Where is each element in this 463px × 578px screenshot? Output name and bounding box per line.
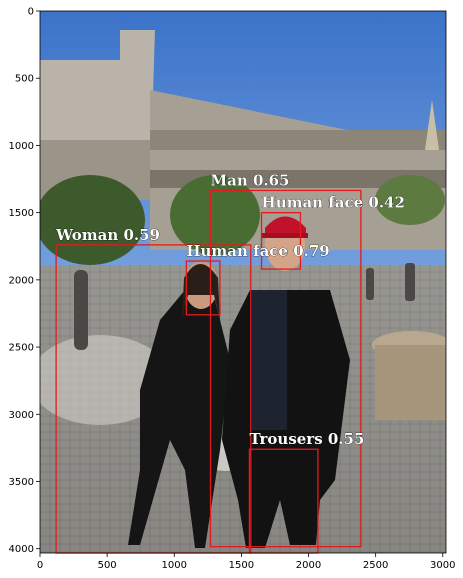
x-tick-label: 3000 xyxy=(430,560,455,571)
detection-label: Trousers 0.55 xyxy=(249,430,364,448)
detection-overlay: Man 0.65 Human face 0.42 Woman 0.59 Human f… xyxy=(55,171,405,554)
detection-box xyxy=(209,189,362,548)
y-axis: 0 500 1000 1500 2000 2500 3000 3500 4000 xyxy=(9,7,40,555)
detection-label: Human face 0.79 xyxy=(186,242,329,260)
detection-box xyxy=(260,211,302,270)
photo xyxy=(40,11,446,553)
x-tick-label: 2500 xyxy=(363,560,388,571)
x-tick-label: 0 xyxy=(37,560,43,571)
y-tick-label: 1000 xyxy=(9,141,34,152)
x-tick-label: 1000 xyxy=(162,560,187,571)
y-tick-label: 0 xyxy=(28,7,34,18)
y-tick-label: 2500 xyxy=(9,343,34,354)
detection-label: Woman 0.59 xyxy=(55,226,160,244)
detection-label: Man 0.65 xyxy=(211,171,290,189)
y-tick-label: 1500 xyxy=(9,208,34,219)
x-tick-label: 1500 xyxy=(229,560,254,571)
y-tick-label: 2000 xyxy=(9,275,34,286)
y-tick-label: 500 xyxy=(15,74,34,85)
x-tick-label: 500 xyxy=(98,560,117,571)
y-tick-label: 3000 xyxy=(9,410,34,421)
detection-box xyxy=(185,260,221,316)
y-tick-label: 4000 xyxy=(9,544,34,555)
detection-label: Human face 0.42 xyxy=(262,194,405,212)
x-axis: 0 500 1000 1500 2000 2500 3000 xyxy=(37,553,456,571)
y-tick-label: 3500 xyxy=(9,477,34,488)
axes-frame xyxy=(39,10,447,554)
x-tick-label: 2000 xyxy=(296,560,321,571)
